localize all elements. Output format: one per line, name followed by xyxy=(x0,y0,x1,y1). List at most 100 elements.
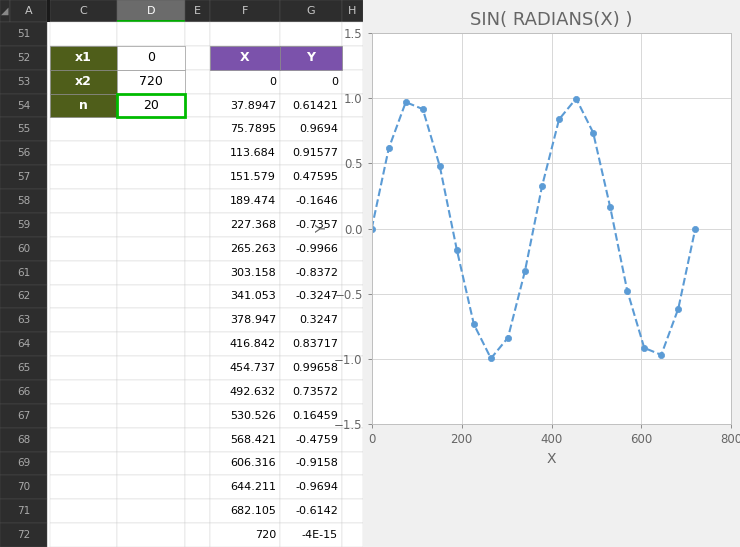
Text: 63: 63 xyxy=(17,315,30,325)
Bar xyxy=(117,69,185,94)
Bar xyxy=(280,69,342,94)
Text: 606.316: 606.316 xyxy=(230,458,276,468)
Bar xyxy=(210,451,280,475)
Bar xyxy=(280,332,342,356)
Bar xyxy=(280,22,342,46)
Text: 61: 61 xyxy=(17,267,30,277)
Bar xyxy=(117,141,185,165)
Text: D: D xyxy=(147,6,155,16)
Bar xyxy=(50,404,117,428)
Bar xyxy=(10,0,47,22)
Text: 55: 55 xyxy=(17,124,30,135)
Bar xyxy=(342,428,363,451)
Text: -0.3247: -0.3247 xyxy=(295,292,338,301)
Bar xyxy=(117,499,185,523)
Text: -0.9966: -0.9966 xyxy=(295,244,338,254)
Bar xyxy=(0,94,47,118)
Bar xyxy=(280,94,342,118)
Bar xyxy=(342,332,363,356)
Bar xyxy=(50,380,117,404)
Text: 72: 72 xyxy=(17,530,30,540)
Bar xyxy=(117,284,185,309)
Bar xyxy=(342,284,363,309)
Text: Y: Y xyxy=(306,51,315,65)
Text: 75.7895: 75.7895 xyxy=(230,124,276,135)
Bar xyxy=(280,499,342,523)
Bar xyxy=(210,0,280,22)
Bar xyxy=(185,428,210,451)
Text: 20: 20 xyxy=(143,99,159,112)
Text: 57: 57 xyxy=(17,172,30,182)
Bar xyxy=(210,46,280,69)
Text: -4E-15: -4E-15 xyxy=(302,530,338,540)
Bar xyxy=(342,380,363,404)
Text: n: n xyxy=(79,99,88,112)
Bar xyxy=(342,69,363,94)
Bar xyxy=(342,451,363,475)
Text: X: X xyxy=(240,51,250,65)
Bar xyxy=(0,309,47,332)
Text: 0.91577: 0.91577 xyxy=(292,148,338,158)
Text: -0.7357: -0.7357 xyxy=(295,220,338,230)
Text: -0.9694: -0.9694 xyxy=(295,482,338,492)
Bar xyxy=(117,22,185,46)
Bar xyxy=(117,0,185,22)
Text: E: E xyxy=(194,6,201,16)
Text: 720: 720 xyxy=(139,75,163,88)
Bar xyxy=(342,189,363,213)
Bar xyxy=(185,118,210,141)
Bar xyxy=(50,69,117,94)
Bar xyxy=(210,69,280,94)
Text: -0.1646: -0.1646 xyxy=(295,196,338,206)
Bar xyxy=(50,332,117,356)
Text: 530.526: 530.526 xyxy=(230,411,276,421)
Bar xyxy=(342,475,363,499)
Bar xyxy=(185,284,210,309)
Bar xyxy=(342,499,363,523)
Bar xyxy=(117,523,185,547)
Text: -0.6142: -0.6142 xyxy=(295,506,338,516)
Bar xyxy=(210,428,280,451)
Text: 58: 58 xyxy=(17,196,30,206)
Bar xyxy=(185,260,210,284)
Bar xyxy=(280,523,342,547)
Bar xyxy=(342,46,363,69)
Bar xyxy=(210,237,280,260)
Bar xyxy=(185,22,210,46)
Bar xyxy=(210,165,280,189)
Bar xyxy=(342,0,363,22)
Text: 66: 66 xyxy=(17,387,30,397)
Bar xyxy=(117,20,185,22)
Bar xyxy=(50,356,117,380)
Text: 682.105: 682.105 xyxy=(230,506,276,516)
Bar xyxy=(0,380,47,404)
Bar xyxy=(185,475,210,499)
Text: 0.9694: 0.9694 xyxy=(299,124,338,135)
Text: A: A xyxy=(24,6,33,16)
Bar xyxy=(185,46,210,69)
Bar xyxy=(185,0,210,22)
Bar xyxy=(0,237,47,260)
Bar xyxy=(0,213,47,237)
Text: x2: x2 xyxy=(75,75,92,88)
Bar xyxy=(0,499,47,523)
Bar xyxy=(50,428,117,451)
Bar xyxy=(0,451,47,475)
Bar xyxy=(280,404,342,428)
Text: 303.158: 303.158 xyxy=(230,267,276,277)
Bar xyxy=(117,94,185,118)
Text: 378.947: 378.947 xyxy=(229,315,276,325)
Bar xyxy=(117,189,185,213)
Bar xyxy=(0,46,47,69)
Text: 56: 56 xyxy=(17,148,30,158)
Bar xyxy=(0,475,47,499)
Bar xyxy=(210,309,280,332)
Bar xyxy=(0,69,47,94)
Text: 0: 0 xyxy=(147,51,155,65)
Bar xyxy=(280,0,342,22)
Text: 568.421: 568.421 xyxy=(230,435,276,445)
Text: 227.368: 227.368 xyxy=(230,220,276,230)
Bar xyxy=(185,213,210,237)
Text: 67: 67 xyxy=(17,411,30,421)
Text: 0.99658: 0.99658 xyxy=(292,363,338,373)
